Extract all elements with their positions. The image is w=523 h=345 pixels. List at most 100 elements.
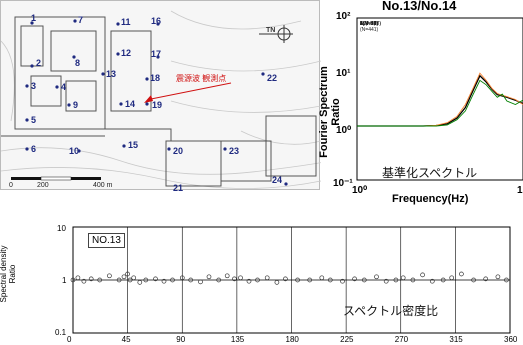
scale-bar [11, 176, 101, 181]
data-point [255, 277, 260, 283]
map-point-7: 7 [78, 15, 84, 25]
x-tick-225: 225 [340, 335, 354, 344]
y-tick-100: 10² [336, 11, 351, 22]
data-point [81, 278, 87, 284]
legend-item-1: 1(N=18) [360, 21, 379, 27]
x-tick-360: 360 [504, 335, 518, 344]
site-map-drawing [1, 10, 321, 189]
legend-item-2: 2(N=92) [360, 21, 379, 27]
x-tick-0: 0 [67, 335, 72, 344]
y-axis-label: Spectral density Ratio [0, 245, 17, 303]
data-point [352, 276, 357, 282]
data-point [198, 279, 203, 285]
data-point [246, 278, 252, 284]
legend-item-8: 8(N=9) [360, 21, 376, 27]
data-point [319, 275, 325, 281]
y-tick-10: 10 [57, 224, 66, 233]
x-tick-315: 315 [449, 335, 463, 344]
x-tick-45: 45 [121, 335, 131, 344]
data-point [393, 277, 399, 283]
map-point-12: 12 [121, 48, 132, 58]
data-point [206, 274, 212, 280]
data-point [143, 277, 149, 283]
legend-item-10: 10(N=17) [360, 21, 381, 27]
data-point [188, 277, 194, 283]
data-point [449, 275, 455, 281]
site-map: 1 7 11 16 2 8 12 17 3 4 13 18 22 5 9 14 … [0, 0, 321, 193]
y-tick-0-1: 10⁻¹ [333, 178, 353, 189]
x-tick-180: 180 [285, 335, 299, 344]
map-point-6: 6 [31, 144, 37, 154]
data-point [374, 274, 379, 280]
scale-label-400: 400 m [93, 182, 113, 189]
data-point [116, 277, 122, 283]
x-tick-10: 1 [517, 185, 523, 196]
data-point [224, 273, 230, 279]
station-label-box: NO.13 [88, 233, 125, 248]
map-point-10: 10 [69, 146, 80, 156]
data-point [88, 276, 94, 282]
map-point-16: 16 [151, 16, 162, 26]
data-point [232, 276, 237, 282]
map-point-9: 9 [73, 100, 79, 110]
scale-label-0: 0 [9, 182, 13, 189]
map-point-13: 13 [106, 69, 117, 79]
fourier-plot-area [356, 17, 523, 181]
data-point [274, 280, 280, 285]
legend-item-5: 5(N=105) [360, 21, 381, 27]
data-point [307, 277, 313, 283]
red-station-label: 震源波 観測点 [176, 74, 227, 83]
data-point [459, 271, 464, 277]
map-point-2: 2 [36, 58, 42, 68]
data-point [170, 277, 175, 283]
data-point [420, 272, 425, 278]
map-point-14: 14 [125, 99, 136, 109]
map-point-4: 4 [61, 82, 67, 92]
data-point [295, 277, 300, 283]
data-point [238, 275, 243, 281]
data-point [179, 275, 185, 281]
data-point [361, 277, 367, 283]
map-point-17: 17 [151, 49, 162, 59]
data-point [410, 277, 416, 283]
map-point-11: 11 [121, 17, 131, 27]
data-point [400, 275, 406, 281]
legend-item-9: 9(N=12) [360, 21, 379, 27]
data-point [340, 278, 345, 284]
x-axis-label: Frequency(Hz) [392, 193, 469, 205]
map-point-1: 1 [31, 13, 37, 23]
data-point [121, 274, 127, 280]
data-point [127, 277, 133, 283]
y-tick-0-1: 0.1 [55, 328, 67, 337]
map-point-22: 22 [267, 73, 278, 83]
series-line-2 [357, 79, 523, 127]
map-point-23: 23 [229, 146, 240, 156]
y-tick-10: 10¹ [336, 68, 351, 79]
north-arrow [259, 25, 293, 43]
data-point [97, 277, 103, 283]
data-point [264, 275, 270, 281]
density-ratio-annotation: スペクトル密度比 [343, 304, 439, 318]
data-point [471, 277, 476, 283]
data-point [70, 277, 76, 283]
data-point [440, 277, 446, 283]
map-point-5: 5 [31, 115, 37, 125]
map-point-15: 15 [128, 140, 139, 150]
map-point-20: 20 [173, 146, 184, 156]
map-point-8: 8 [75, 58, 81, 68]
data-point [125, 271, 130, 277]
north-label: TN [266, 27, 276, 34]
fourier-spectrum-chart: No.13/No.14 Fourier Spectrum Ratio Frequ… [318, 0, 523, 205]
data-point [383, 278, 389, 284]
x-tick-1: 10⁰ [352, 185, 368, 196]
y-tick-1: 1 [62, 276, 67, 285]
data-point [75, 275, 81, 281]
scale-label-200: 200 [37, 182, 49, 189]
chart-title: No.13/No.14 [382, 0, 457, 13]
legend-item-6: 6(N=91) [360, 21, 379, 27]
data-point [283, 276, 288, 282]
legend-item-3: 3(N=24) [360, 21, 379, 27]
map-point-3: 3 [31, 81, 37, 91]
data-point [153, 276, 158, 282]
spectral-density-chart: NO.13 Spectral density Ratio スペクトル密度比 10… [0, 210, 523, 345]
